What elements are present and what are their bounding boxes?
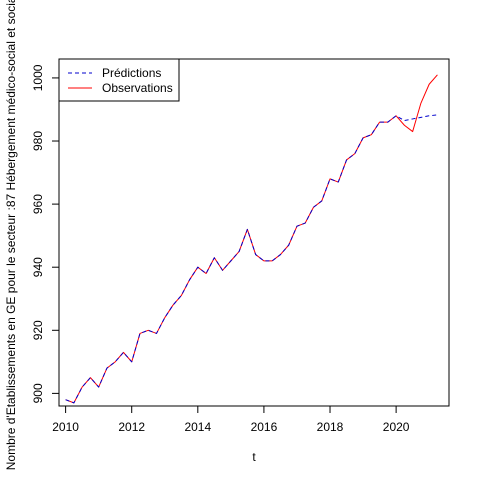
x-tick-label: 2020 bbox=[383, 420, 410, 434]
y-tick-label: 980 bbox=[31, 131, 45, 151]
legend: Prédictions Observations bbox=[58, 58, 180, 102]
y-tick-label: 900 bbox=[31, 383, 45, 403]
y-tick-label: 920 bbox=[31, 320, 45, 340]
y-tick-label: 1000 bbox=[31, 64, 45, 91]
x-axis-label: t bbox=[252, 450, 256, 464]
y-axis: 900 920 940 960 980 1000 bbox=[31, 64, 60, 403]
x-axis: 2010 2012 2014 2016 2018 2020 bbox=[52, 405, 410, 434]
x-tick-label: 2014 bbox=[184, 420, 211, 434]
legend-box bbox=[58, 58, 180, 102]
series-layer bbox=[65, 74, 438, 404]
y-tick-label: 960 bbox=[31, 194, 45, 214]
x-tick-label: 2018 bbox=[317, 420, 344, 434]
series-line-observations bbox=[65, 74, 438, 404]
y-tick-label: 940 bbox=[31, 257, 45, 277]
series-line-pr-dictions bbox=[65, 114, 438, 404]
x-tick-label: 2012 bbox=[118, 420, 145, 434]
legend-label-predictions: Prédictions bbox=[102, 66, 161, 80]
legend-label-observations: Observations bbox=[102, 81, 173, 95]
y-axis-label: Nombre d'Etablissements en GE pour le se… bbox=[4, 0, 18, 470]
plot-frame bbox=[58, 58, 450, 407]
x-tick-label: 2010 bbox=[52, 420, 79, 434]
x-tick-label: 2016 bbox=[251, 420, 278, 434]
